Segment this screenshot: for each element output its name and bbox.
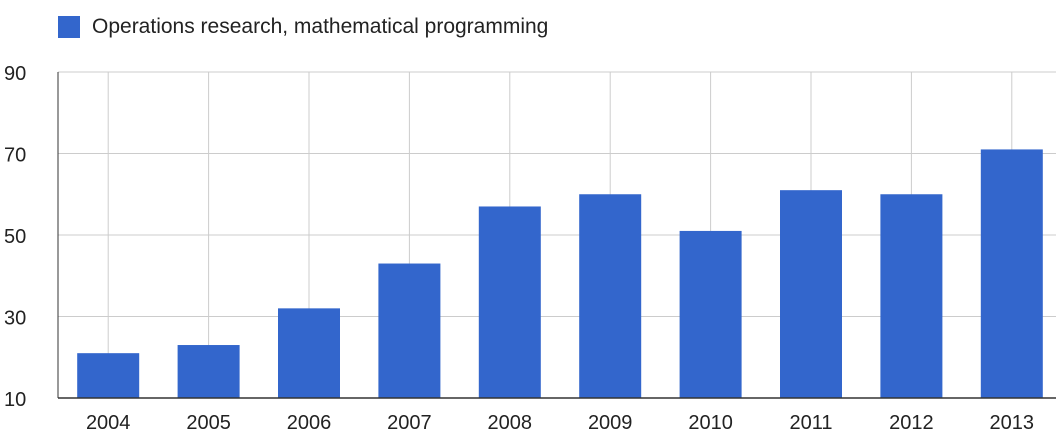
legend-swatch xyxy=(58,16,80,38)
bar xyxy=(378,263,441,398)
x-tick-label: 2006 xyxy=(287,412,332,434)
x-tick-label: 2007 xyxy=(387,412,432,434)
bar xyxy=(780,190,842,398)
x-tick-label: 2010 xyxy=(688,412,733,434)
y-tick-label: 30 xyxy=(4,308,26,330)
bar xyxy=(679,230,742,398)
x-tick-label: 2004 xyxy=(86,412,131,434)
y-tick-label: 50 xyxy=(4,226,26,248)
legend-label: Operations research, mathematical progra… xyxy=(92,15,549,38)
x-tick-label: 2005 xyxy=(186,412,231,434)
x-tick-label: 2011 xyxy=(789,412,832,434)
y-tick-label: 90 xyxy=(4,63,26,85)
x-tick-label: 2012 xyxy=(889,412,934,434)
bar xyxy=(579,194,642,398)
bar xyxy=(980,149,1043,398)
bar xyxy=(278,308,340,398)
y-tick-label: 70 xyxy=(4,145,26,167)
y-tick-label: 10 xyxy=(4,389,26,411)
bar xyxy=(880,194,943,398)
bar xyxy=(177,345,240,398)
x-tick-label: 2013 xyxy=(990,412,1035,434)
x-tick-label: 2008 xyxy=(488,412,533,434)
chart-legend: Operations research, mathematical progra… xyxy=(58,14,548,40)
bar xyxy=(77,353,140,398)
bar xyxy=(478,206,541,398)
x-tick-label: 2009 xyxy=(588,412,633,434)
